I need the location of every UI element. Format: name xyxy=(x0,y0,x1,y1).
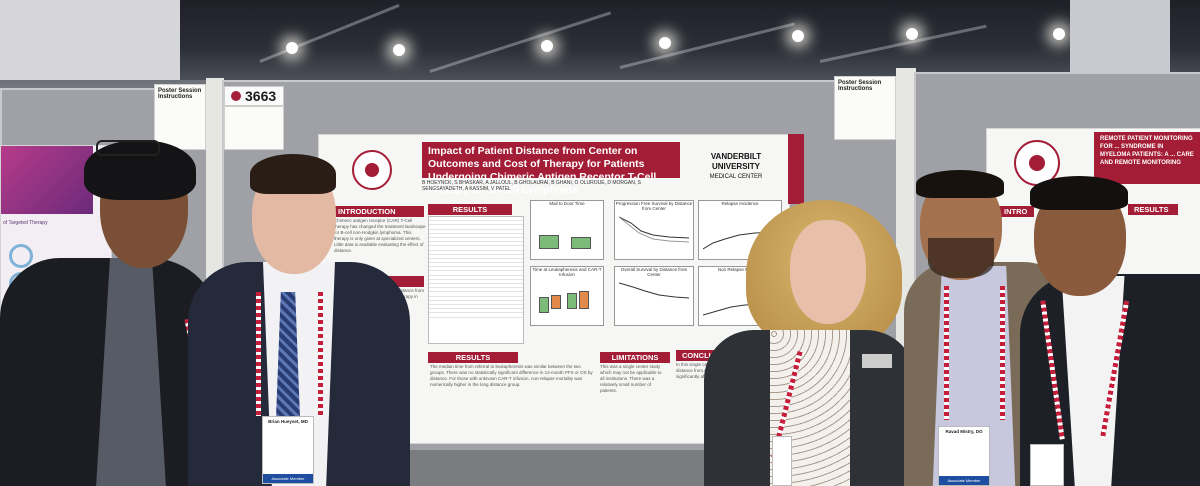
figure-pfs: Progression Free Survival by Distance fr… xyxy=(614,200,694,260)
person-3-badge xyxy=(772,436,792,486)
person-3-face xyxy=(790,220,866,324)
person-4-badge: Ravad Mistry, DO Associate Member xyxy=(938,426,990,486)
introduction-text: Chimeric antigen receptor (CAR) T-Cell t… xyxy=(334,218,426,253)
person-4-beard xyxy=(928,238,994,278)
figure-caption: Non Relapse Mortality xyxy=(717,267,763,272)
section-introduction: INTRODUCTION xyxy=(332,206,424,217)
ceiling xyxy=(0,0,1200,80)
instructions-label: Poster Session Instructions xyxy=(838,80,882,92)
ceiling-light xyxy=(541,40,553,52)
figure-caption: Mail to Door Time xyxy=(549,201,585,206)
person-2-lanyard xyxy=(256,292,261,416)
left-poster-photo xyxy=(1,146,93,214)
person-4-hair xyxy=(916,170,1004,198)
person-4-lanyard xyxy=(1000,286,1005,420)
figure-caption: Progression Free Survival by Distance fr… xyxy=(615,201,693,211)
figure-caption: Relapse Incidence xyxy=(721,201,759,206)
right-section-results: RESULTS xyxy=(1128,204,1178,215)
sunglasses-icon xyxy=(96,140,160,156)
jacket-logo xyxy=(862,354,892,368)
badge-name: Brian Hueyset, MD xyxy=(268,419,308,424)
ceiling-light xyxy=(906,28,918,40)
university-logo: VANDERBILT UNIVERSITY MEDICAL CENTER xyxy=(690,152,782,182)
badge-role: Associate Member xyxy=(939,476,989,485)
figure-mail-to-door: Mail to Door Time xyxy=(530,200,604,260)
ash-logo-icon xyxy=(352,150,392,190)
institution-line2: MEDICAL CENTER xyxy=(709,174,763,180)
ceiling-light xyxy=(393,44,405,56)
instructions-label: Poster Session Instructions xyxy=(158,88,202,100)
poster-authors: B HOEYNCK, S BHASKAR, A JALLOUL, B GHOLA… xyxy=(422,180,641,192)
instructions-sheet-left: Poster Session Instructions xyxy=(154,84,206,150)
left-poster-label: of Targeted Therapy xyxy=(3,220,48,226)
section-results-bottom: RESULTS xyxy=(428,352,518,363)
limitations-text: This was a single center study which may… xyxy=(600,364,662,393)
person-1-hair xyxy=(84,140,196,200)
ceiling-light xyxy=(792,30,804,42)
badge-role: Associate Member xyxy=(263,474,313,483)
left-poster-donut xyxy=(9,244,33,268)
results-text: The median time from referral to leukaph… xyxy=(430,364,593,387)
ceiling-light xyxy=(286,42,298,54)
wall xyxy=(0,0,180,80)
person-5-hair xyxy=(1030,176,1128,210)
person-2-badge: Brian Hueyset, MD Associate Member xyxy=(262,416,314,484)
board-number-left: 3663 xyxy=(224,86,284,106)
person-2-hair xyxy=(250,154,336,194)
figure-caption: Time at Leukapheresis and CAR-T Infusion xyxy=(532,267,602,277)
instructions-sheet-right: Poster Session Instructions xyxy=(834,76,896,140)
badge-name: Ravad Mistry, DO xyxy=(945,429,983,434)
person-4-lanyard xyxy=(944,286,949,420)
pfs-curve xyxy=(619,216,689,243)
right-section-intro: INTRO xyxy=(998,206,1034,217)
board-notice-sheet xyxy=(224,106,284,150)
ceiling-light xyxy=(1053,28,1065,40)
poster-side-tab xyxy=(788,134,804,204)
os-curve xyxy=(619,282,689,299)
section-results-top: RESULTS xyxy=(428,204,512,215)
section-limitations: LIMITATIONS xyxy=(600,352,670,363)
ash-dot-icon xyxy=(231,91,241,101)
poster-title: Impact of Patient Distance from Center o… xyxy=(422,142,680,196)
right-poster-title: REMOTE PATIENT MONITORING FOR ... SYNDRO… xyxy=(1094,132,1200,184)
figure-os: Overall Survival by Distance from Center xyxy=(614,266,694,326)
institution-line1: VANDERBILT UNIVERSITY xyxy=(710,152,762,171)
results-table xyxy=(428,216,524,344)
board-number-text: 3663 xyxy=(245,88,277,104)
figure-leukapheresis: Time at Leukapheresis and CAR-T Infusion xyxy=(530,266,604,326)
person-5-badge xyxy=(1030,444,1064,486)
ceiling-light xyxy=(659,37,671,49)
person-2-tie xyxy=(276,292,300,432)
person-2-lanyard xyxy=(318,292,323,416)
figure-caption: Overall Survival by Distance from Center xyxy=(620,267,688,277)
